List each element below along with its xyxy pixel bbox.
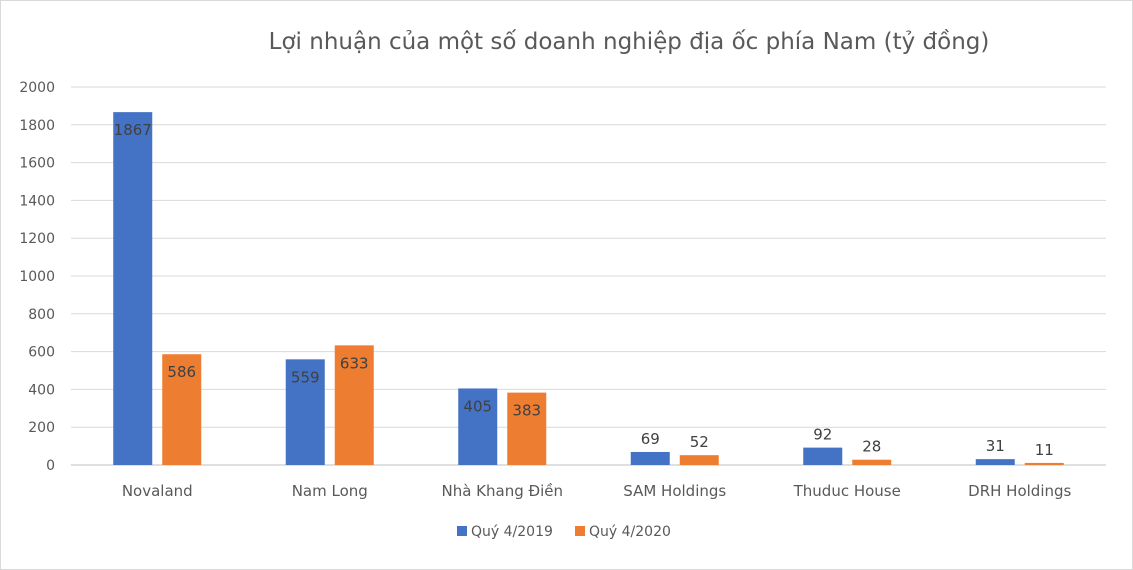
- y-tick-label: 600: [28, 345, 55, 361]
- y-tick-label: 2000: [19, 80, 55, 96]
- y-tick-label: 1000: [19, 269, 55, 285]
- bar: [852, 459, 892, 465]
- data-label: 92: [813, 426, 832, 444]
- data-label: 1867: [114, 121, 152, 139]
- y-axis: 0 200 400 600 800 1000 1200 1400 1600 1800 2000: [19, 80, 55, 474]
- category-label: Novaland: [122, 482, 193, 500]
- y-tick-label: 400: [28, 382, 55, 398]
- bar: [162, 354, 202, 465]
- data-label: 383: [512, 402, 541, 420]
- x-axis: Novaland Nam Long Nhà Khang Điền SAM Holdin…: [122, 482, 1072, 500]
- bar: [507, 392, 547, 465]
- data-label: 11: [1035, 441, 1054, 459]
- data-label: 52: [690, 433, 709, 451]
- bar: [975, 459, 1015, 465]
- legend-label: Quý 4/2020: [589, 524, 671, 540]
- bar: [285, 359, 325, 465]
- y-tick-label: 1200: [19, 231, 55, 247]
- bars: 1867 586 559 633 405 383 69 52 92 28 31 11: [113, 112, 1064, 466]
- gridlines: [71, 86, 1106, 466]
- y-tick-label: 200: [28, 420, 55, 436]
- y-tick-label: 800: [28, 307, 55, 323]
- y-tick-label: 1400: [19, 193, 55, 209]
- y-tick-label: 0: [46, 458, 55, 474]
- data-label: 31: [986, 437, 1005, 455]
- category-label: Nam Long: [292, 482, 368, 500]
- legend: Quý 4/2019 Quý 4/2020: [457, 524, 671, 540]
- data-label: 405: [463, 397, 492, 415]
- bar: [113, 112, 153, 466]
- legend-swatch: [575, 526, 585, 536]
- data-label: 28: [862, 438, 881, 456]
- bar: [803, 447, 843, 465]
- category-label: DRH Holdings: [968, 482, 1071, 500]
- legend-label: Quý 4/2019: [471, 524, 553, 540]
- data-label: 586: [167, 363, 196, 381]
- category-label: Thuduc House: [793, 482, 901, 500]
- bar: [630, 451, 670, 465]
- category-label: SAM Holdings: [623, 482, 726, 500]
- legend-swatch: [457, 526, 467, 536]
- bar: [334, 345, 374, 465]
- data-label: 633: [340, 354, 369, 372]
- bar: [1024, 462, 1064, 465]
- y-tick-label: 1600: [19, 156, 55, 172]
- data-label: 69: [641, 430, 660, 448]
- data-label: 559: [291, 368, 320, 386]
- chart-title: Lợi nhuận của một số doanh nghiệp địa ốc…: [269, 29, 990, 55]
- bar: [679, 455, 719, 465]
- category-label: Nhà Khang Điền: [441, 482, 563, 500]
- y-tick-label: 1800: [19, 118, 55, 134]
- bar: [458, 388, 498, 465]
